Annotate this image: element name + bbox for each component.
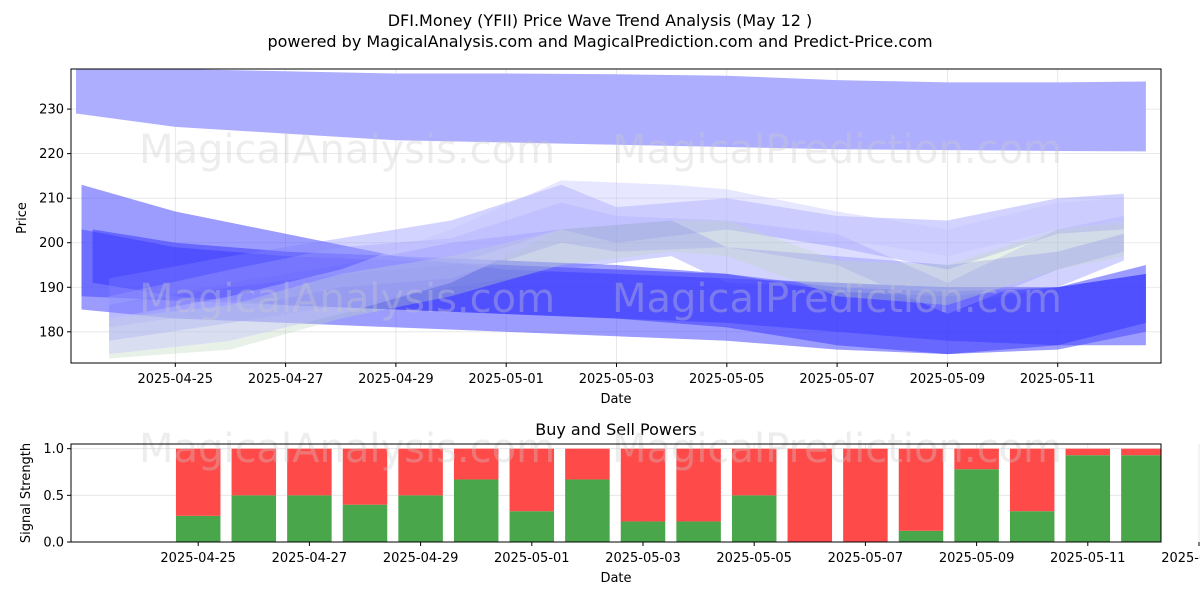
buy-bar [1121,455,1161,542]
buy-bar [453,479,499,542]
sell-bar [1065,448,1111,456]
x-tick-label: 2025-05-13 [1161,551,1200,566]
buy-bar [342,504,388,542]
y-tick-label: 180 [39,325,64,340]
y-tick-label: 0.0 [43,536,64,551]
y-tick-label: 220 [39,147,64,162]
chart-title-line1: DFI.Money (YFII) Price Wave Trend Analys… [388,11,813,30]
buy-bar [175,515,221,542]
sell-bar [731,448,777,496]
signal-bars [175,448,1161,542]
x-tick-label: 2025-05-03 [605,551,681,566]
y-tick-label: 0.5 [43,489,64,504]
sell-bar [787,448,833,542]
sell-bar [175,448,221,516]
buy-bar [287,495,332,542]
x-tick-label: 2025-04-25 [138,372,214,387]
sell-bar [398,448,443,496]
buy-bar [1065,455,1111,542]
buy-bar [398,495,443,542]
x-tick-label: 2025-05-05 [689,372,765,387]
x-tick-label: 2025-05-07 [828,551,904,566]
buy-bar [954,469,999,542]
x-tick-label: 2025-05-01 [468,372,544,387]
signal-axis-ticks: 2025-04-25 2025-04-27 2025-04-29 2025-05-01… [43,442,1200,566]
price-x-axis-label: Date [600,392,631,407]
watermark-prediction: MagicalPrediction.com [612,127,1062,173]
sell-bar [565,448,610,480]
band-wave-h [109,180,1124,355]
x-tick-label: 2025-05-11 [1050,551,1126,566]
buy-bar [898,530,944,542]
sell-bar [287,448,332,496]
x-tick-label: 2025-04-29 [383,551,459,566]
sell-bar [843,448,888,542]
buy-bar [676,521,721,542]
signal-chart-title: Buy and Sell Powers [535,420,697,439]
sell-bar [342,448,388,505]
band-upper-band [76,69,1146,152]
sell-bar [509,448,555,512]
watermark-prediction: MagicalPrediction.com [612,276,1062,322]
x-tick-label: 2025-04-27 [272,551,348,566]
buy-bar [1009,511,1055,542]
x-tick-label: 2025-04-29 [358,372,434,387]
sell-bar [898,448,944,531]
y-tick-label: 230 [39,103,64,118]
sell-bar [231,448,277,496]
y-tick-label: 190 [39,281,64,296]
buy-bar [509,511,555,542]
y-tick-label: 210 [39,192,64,207]
x-tick-label: 2025-04-27 [248,372,324,387]
x-tick-label: 2025-05-09 [910,372,986,387]
signal-x-axis-label: Date [600,571,631,586]
watermark-group-top: MagicalAnalysis.com MagicalPrediction.co… [139,127,1062,322]
watermark-group-bottom: MagicalAnalysis.com MagicalPrediction.co… [139,426,1062,472]
x-tick-label: 2025-05-11 [1020,372,1096,387]
watermark-analysis: MagicalAnalysis.com [139,276,555,322]
buy-bar [731,495,777,542]
price-axis-ticks: 2025-04-25 2025-04-27 2025-04-29 2025-05-01… [39,103,1095,387]
sell-bar [954,448,999,470]
x-tick-label: 2025-05-05 [716,551,792,566]
sell-bar [1009,448,1055,512]
band-wave-d [109,184,1124,306]
sell-bar [453,448,499,480]
buy-bar [231,495,277,542]
signal-axes-frame [70,443,1162,543]
x-tick-label: 2025-05-07 [799,372,875,387]
signal-y-axis-label: Signal Strength [19,443,34,543]
y-tick-label: 1.0 [43,442,64,457]
chart-title-line2: powered by MagicalAnalysis.com and Magic… [267,32,932,51]
x-tick-label: 2025-05-09 [939,551,1015,566]
price-y-axis-label: Price [15,202,30,234]
y-tick-label: 200 [39,236,64,251]
band-wave-g [109,220,1124,359]
buy-bar [620,521,666,542]
x-tick-label: 2025-05-01 [494,551,570,566]
price-wave-bands [76,69,1146,359]
sell-bar [1121,448,1161,456]
band-wave-b [81,229,1146,355]
x-tick-label: 2025-04-25 [160,551,236,566]
band-wave-e [109,202,1124,328]
band-wave-f [109,220,1124,341]
sell-bar [620,448,666,522]
watermark-analysis: MagicalAnalysis.com [139,426,555,472]
band-wave-c [92,229,1146,355]
buy-bar [565,479,610,542]
watermark-analysis: MagicalAnalysis.com [139,127,555,173]
x-tick-label: 2025-05-03 [579,372,655,387]
sell-bar [676,448,721,522]
watermark-prediction: MagicalPrediction.com [612,426,1062,472]
